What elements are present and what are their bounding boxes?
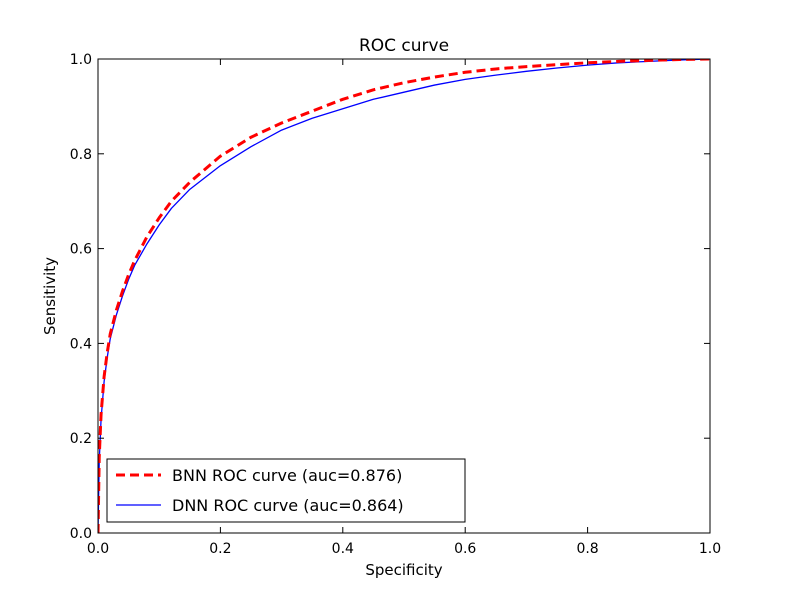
series-line-bnn: [98, 59, 710, 533]
y-tick-label: 0.0: [70, 526, 92, 542]
plot-frame: [97, 58, 711, 534]
y-axis-label: Sensitivity: [41, 257, 59, 335]
x-tick-label: 0.0: [87, 541, 109, 557]
y-axis: 0.0 0.2 0.4 0.6 0.8 1.0: [70, 52, 710, 542]
y-tick-label: 0.6: [70, 242, 92, 258]
series-line-dnn: [98, 59, 710, 533]
x-tick-label: 1.0: [699, 541, 721, 557]
x-axis: 0.0 0.2 0.4 0.6 0.8 1.0: [87, 59, 721, 557]
y-tick-label: 1.0: [70, 52, 92, 68]
plot-area: [98, 59, 710, 533]
chart-title: ROC curve: [359, 36, 449, 56]
x-axis-label: Specificity: [365, 561, 442, 579]
x-tick-label: 0.2: [209, 541, 231, 557]
legend: BNN ROC curve (auc=0.876) DNN ROC curve …: [106, 458, 466, 523]
y-tick-label: 0.4: [70, 336, 92, 352]
legend-label-dnn: DNN ROC curve (auc=0.864): [172, 496, 404, 515]
x-tick-label: 0.4: [332, 541, 354, 557]
legend-box: [106, 458, 466, 523]
x-tick-label: 0.8: [576, 541, 598, 557]
x-tick-label: 0.6: [454, 541, 476, 557]
y-tick-label: 0.2: [70, 431, 92, 447]
y-tick-label: 0.8: [70, 147, 92, 163]
legend-label-bnn: BNN ROC curve (auc=0.876): [172, 466, 402, 485]
